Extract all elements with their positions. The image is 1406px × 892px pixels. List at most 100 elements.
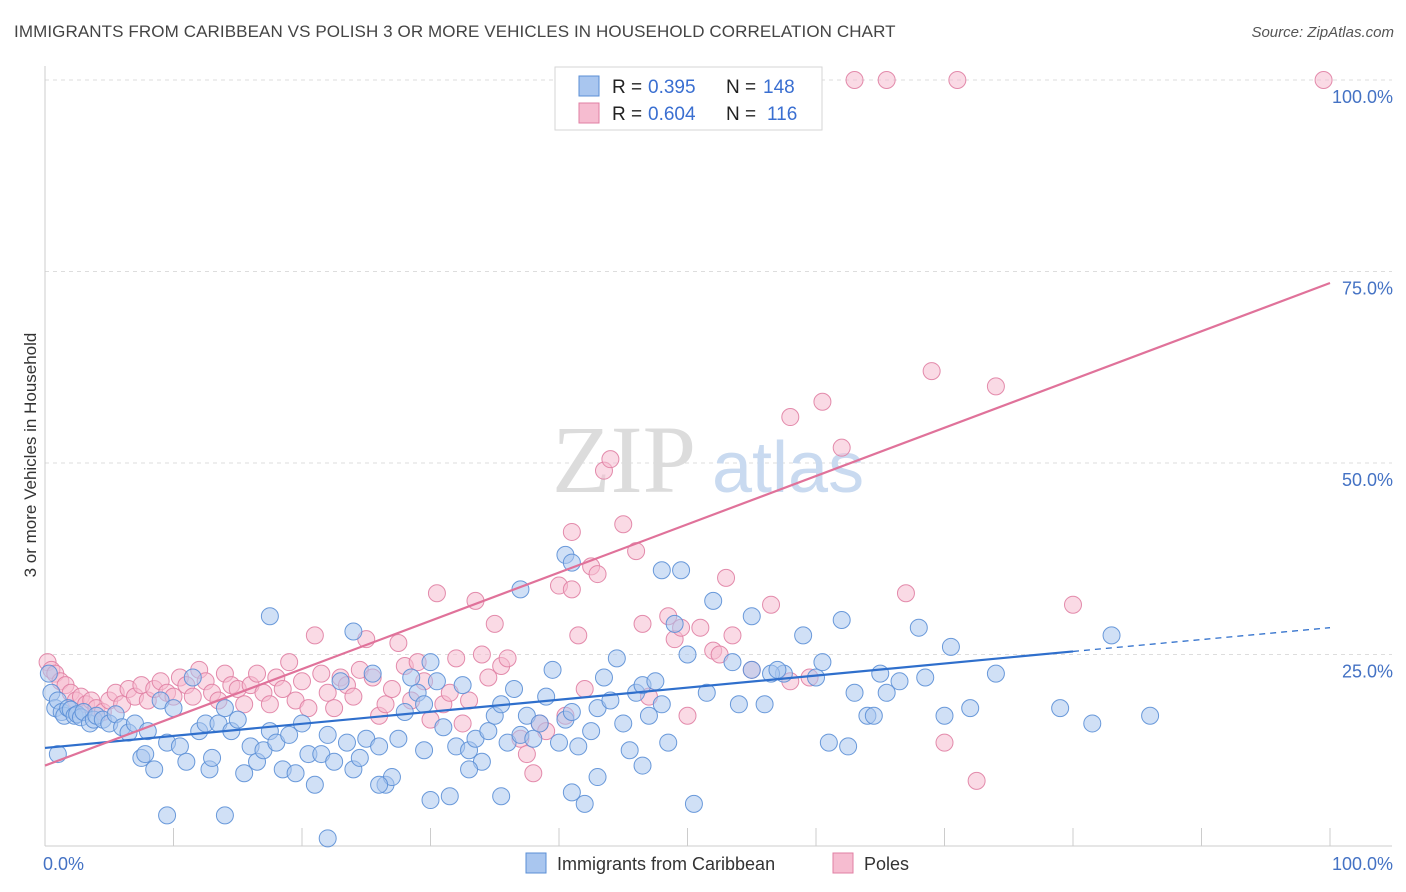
chart-source: Source: ZipAtlas.com [1251, 24, 1394, 41]
point-poles [986, 377, 1005, 396]
point-poles [845, 71, 864, 89]
point-poles [447, 649, 466, 668]
point-caribbean [203, 748, 222, 767]
point-poles [762, 595, 781, 614]
point-poles [575, 679, 594, 698]
point-caribbean [170, 737, 189, 756]
point-poles [1064, 595, 1082, 614]
point-caribbean [344, 622, 363, 641]
point-poles [453, 714, 472, 733]
point-poles [472, 645, 491, 664]
bottom-legend-label-pink: Poles [864, 854, 909, 874]
point-caribbean [537, 687, 556, 706]
point-caribbean [389, 729, 408, 748]
point-poles [601, 450, 620, 469]
point-caribbean [305, 775, 324, 794]
point-caribbean [370, 775, 389, 794]
point-caribbean [935, 706, 954, 725]
point-caribbean [215, 806, 234, 825]
point-poles [305, 626, 324, 645]
point-poles [260, 695, 279, 714]
point-caribbean [524, 729, 543, 748]
point-caribbean [453, 676, 472, 695]
point-caribbean [832, 611, 851, 630]
point-poles [299, 699, 318, 718]
watermark: ZIP atlas [552, 406, 864, 513]
point-poles [376, 695, 395, 714]
point-caribbean [871, 664, 890, 683]
point-poles [781, 408, 800, 427]
point-caribbean [39, 664, 58, 683]
point-caribbean [639, 706, 658, 725]
point-poles [877, 71, 896, 89]
point-caribbean [742, 607, 761, 626]
point-poles [293, 672, 311, 691]
point-caribbean [819, 733, 838, 752]
point-poles [1314, 71, 1333, 89]
axis-layer [44, 66, 1392, 847]
legend-blue-n-label: N = [726, 77, 756, 98]
point-caribbean [183, 668, 202, 687]
point-caribbean [235, 764, 254, 783]
point-poles [318, 683, 337, 702]
point-caribbean [505, 679, 524, 698]
point-caribbean [350, 748, 369, 767]
point-caribbean [652, 695, 671, 714]
point-poles [948, 71, 967, 89]
point-poles [273, 679, 292, 698]
y-axis-label: 3 or more Vehicles in Household [21, 333, 40, 578]
point-caribbean [684, 794, 703, 813]
x-tick-label: 100.0% [1332, 854, 1393, 874]
point-caribbean [550, 733, 568, 752]
y-tick-label: 75.0% [1342, 279, 1393, 299]
point-caribbean [325, 752, 344, 771]
point-caribbean [961, 699, 980, 718]
point-poles [588, 565, 607, 584]
point-caribbean [729, 695, 748, 714]
point-caribbean [260, 607, 279, 626]
legend-blue-r-value: 0.395 [648, 77, 696, 98]
point-caribbean [607, 649, 626, 668]
point-caribbean [440, 787, 459, 806]
point-poles [562, 522, 581, 541]
trend-layer [44, 281, 1331, 767]
point-caribbean [807, 668, 825, 687]
point-poles [235, 695, 254, 714]
point-caribbean [652, 561, 671, 580]
point-caribbean [1141, 706, 1160, 725]
point-caribbean [492, 787, 511, 806]
point-caribbean [370, 737, 389, 756]
point-caribbean [941, 637, 960, 656]
point-caribbean [672, 561, 691, 580]
point-caribbean [620, 741, 639, 760]
point-caribbean [434, 718, 453, 737]
point-poles [633, 614, 652, 633]
point-caribbean [363, 664, 382, 683]
x-tick-label: 0.0% [43, 854, 84, 874]
point-caribbean [286, 764, 305, 783]
point-poles [562, 580, 581, 599]
point-caribbean [136, 745, 155, 764]
point-caribbean [794, 626, 813, 645]
point-poles [896, 584, 915, 603]
bottom-legend: Immigrants from Caribbean Poles [525, 852, 909, 874]
point-poles [614, 515, 633, 534]
point-caribbean [742, 660, 761, 679]
point-caribbean [331, 672, 350, 691]
point-poles [524, 764, 543, 783]
point-poles [344, 687, 363, 706]
point-caribbean [633, 756, 652, 775]
point-caribbean [845, 683, 864, 702]
legend-swatch-pink [578, 102, 600, 124]
point-caribbean [415, 695, 434, 714]
point-caribbean [479, 722, 498, 741]
legend-pink-n-label: N = [726, 104, 756, 125]
legend-pink-n-value: 116 [767, 104, 797, 125]
point-caribbean [582, 722, 601, 741]
point-caribbean [594, 668, 613, 687]
point-caribbean [177, 752, 196, 771]
point-caribbean [562, 702, 581, 721]
point-caribbean [723, 653, 742, 672]
legend-pink-r-label: R = [612, 104, 642, 125]
